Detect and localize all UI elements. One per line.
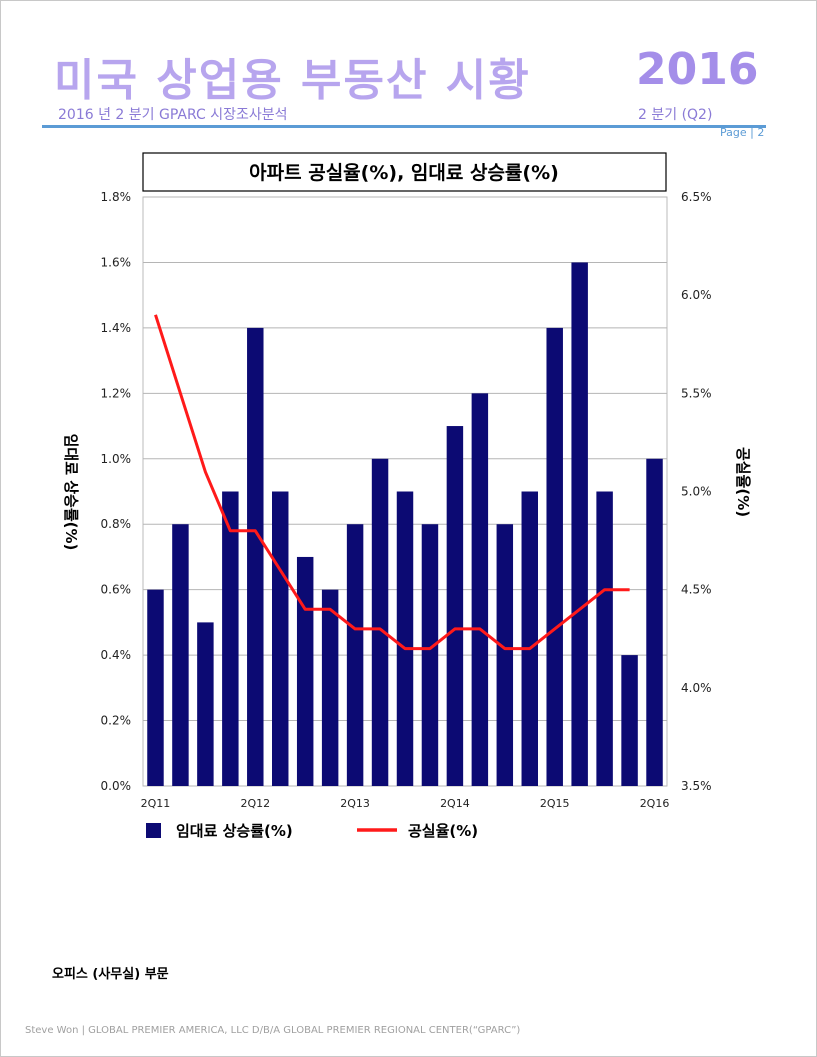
page-title-year: 2016 [636, 44, 759, 95]
x-tick-label: 2Q13 [340, 797, 370, 810]
bar [546, 327, 563, 786]
bar [371, 458, 389, 786]
header-divider [42, 125, 766, 128]
bar [247, 327, 264, 786]
y-left-tick-label: 1.8% [101, 190, 132, 204]
bar [222, 491, 239, 786]
y-left-tick-label: 0.4% [101, 648, 132, 662]
y-left-tick-label: 0.0% [101, 779, 132, 793]
bar [172, 524, 189, 786]
x-tick-label: 2Q11 [141, 797, 171, 810]
bar [521, 491, 538, 786]
y-right-tick-label: 6.5% [681, 190, 712, 204]
chart-title-box [142, 152, 667, 192]
bar [471, 393, 489, 786]
y-right-tick-label: 4.5% [681, 583, 712, 597]
bar [346, 524, 364, 786]
bar [646, 458, 663, 786]
y-left-tick-label: 1.0% [101, 452, 132, 466]
bar [296, 556, 314, 786]
chart-title: 아파트 공실율(%), 임대료 상승률(%) [249, 162, 559, 184]
bar [197, 622, 214, 786]
bar [496, 524, 514, 786]
y-left-tick-label: 1.6% [101, 255, 132, 269]
bar [147, 589, 164, 786]
bar [421, 524, 439, 786]
bar [571, 262, 588, 786]
y-left-tick-label: 1.2% [101, 386, 132, 400]
x-tick-label: 2Q15 [540, 797, 570, 810]
y-left-axis-title: 임대료 상승률(%) [62, 434, 80, 551]
bar [621, 655, 638, 786]
y-right-tick-label: 5.0% [681, 485, 712, 499]
x-tick-label: 2Q14 [440, 797, 470, 810]
bar [596, 491, 613, 786]
y-left-tick-label: 1.4% [101, 321, 132, 335]
page-number: Page | 2 [720, 126, 765, 139]
y-right-tick-label: 4.0% [681, 681, 712, 695]
y-right-tick-label: 5.5% [681, 386, 712, 400]
x-tick-label: 2Q16 [640, 797, 670, 810]
vacancy-line [154, 314, 630, 651]
bar [272, 491, 289, 786]
bar [446, 426, 464, 786]
page-title: 미국 상업용 부동산 시황 [54, 55, 531, 106]
legend-swatch-bars [146, 823, 161, 838]
y-right-tick-label: 3.5% [681, 779, 712, 793]
bar [321, 589, 339, 786]
x-tick-label: 2Q12 [240, 797, 270, 810]
y-right-axis-title: 공실율(%) [734, 447, 752, 517]
y-left-tick-label: 0.8% [101, 517, 132, 531]
section-heading: 오피스 (사무실) 부문 [52, 967, 169, 982]
bar [396, 491, 414, 786]
y-left-tick-label: 0.6% [101, 583, 132, 597]
legend-label-bars: 임대료 상승률(%) [176, 822, 293, 840]
y-left-tick-label: 0.2% [101, 714, 132, 728]
footer: Steve Won | GLOBAL PREMIER AMERICA, LLC … [25, 1025, 521, 1036]
quarter-label: 2 분기 (Q2) [638, 107, 713, 123]
y-right-tick-label: 6.0% [681, 288, 712, 302]
page-subtitle: 2016 년 2 분기 GPARC 시장조사분석 [58, 107, 288, 123]
legend-label-line: 공실율(%) [408, 822, 478, 840]
